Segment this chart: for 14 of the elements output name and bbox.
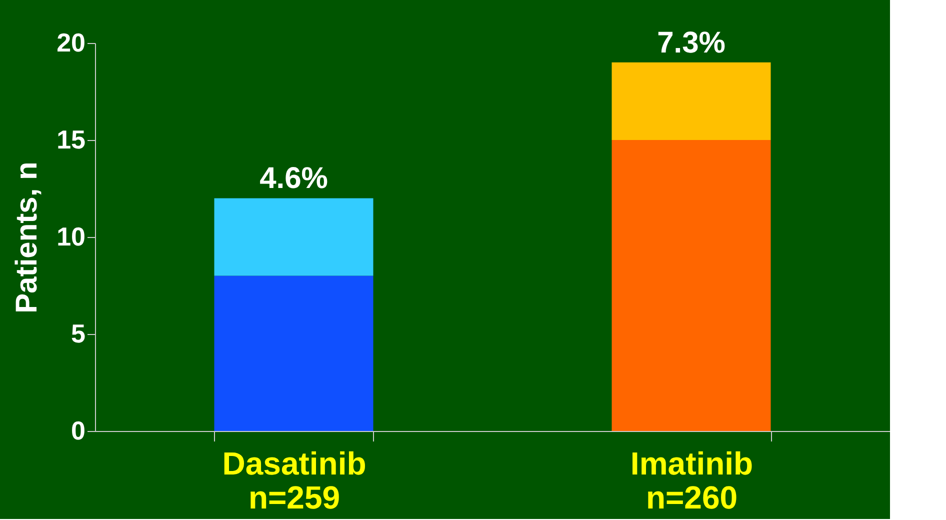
y-tick-label: 10 — [56, 222, 86, 252]
annotation: 7.3% — [657, 26, 726, 60]
y-tick-label: 20 — [56, 28, 86, 58]
bar — [214, 276, 374, 431]
y-tick-label: 0 — [71, 416, 86, 446]
x-tick-label: Dasatinib n=259 — [222, 446, 366, 516]
bar — [214, 198, 374, 276]
bar — [612, 140, 771, 431]
x-tick-label: Imatinib n=260 — [630, 446, 754, 516]
annotation: 4.6% — [260, 162, 328, 196]
y-axis-title: Patients, n — [10, 162, 44, 314]
y-tick-label: 5 — [71, 318, 86, 348]
y-tick-label: 15 — [56, 124, 86, 154]
bar — [612, 62, 771, 140]
